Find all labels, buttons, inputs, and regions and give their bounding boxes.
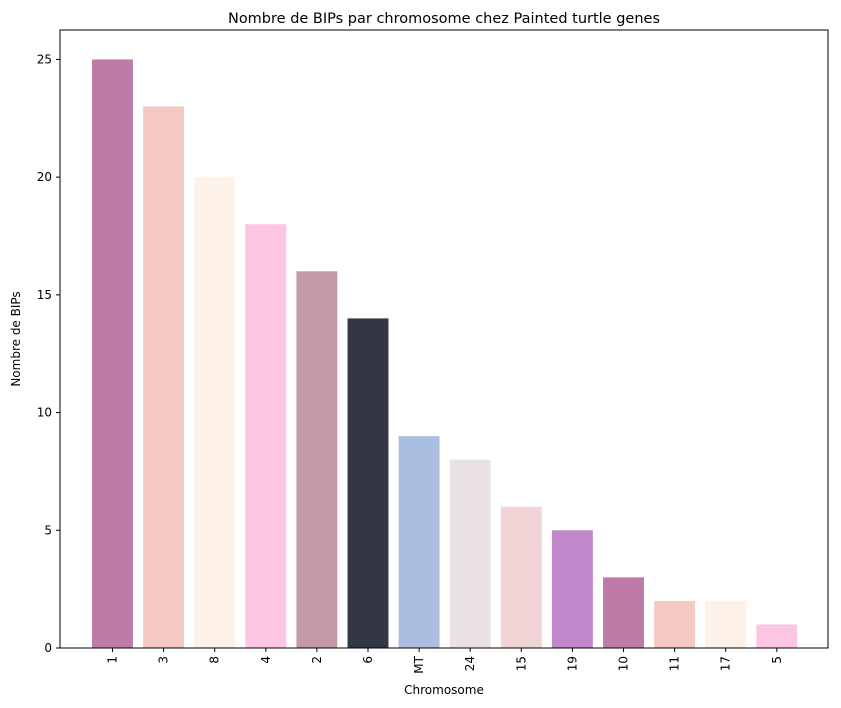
bar-chromosome-1 [92,59,133,649]
x-tick-label: MT [412,655,426,673]
y-tick-label: 25 [37,52,52,66]
bars-group [92,59,798,649]
bar-chromosome-mt [398,436,440,648]
x-tick-label: 17 [719,656,733,671]
bar-chromosome-10 [603,577,644,648]
y-axis-label: Nombre de BIPs [9,291,23,386]
x-tick-label: 15 [514,656,528,671]
y-tick-label: 5 [44,523,52,537]
x-tick-label: 8 [208,656,222,664]
x-tick-label: 3 [157,656,171,664]
x-tick-label: 5 [770,656,784,664]
x-axis-label: Chromosome [404,683,484,697]
y-tick-label: 0 [44,641,52,655]
bar-chromosome-15 [500,506,542,648]
bar-chromosome-6 [347,318,389,648]
x-tick-label: 2 [310,656,324,664]
x-tick-label: 10 [617,656,631,671]
x-tick-label: 24 [463,656,477,671]
bar-chromosome-5 [756,624,798,648]
y-tick-label: 15 [37,288,52,302]
x-axis-ticks: 1 3 8 4 2 6 MT 24 15 19 10 11 17 5 [106,648,784,674]
bar-chromosome-19 [551,530,593,648]
x-tick-label: 11 [668,656,682,671]
y-tick-label: 20 [37,170,52,184]
chart-title: Nombre de BIPs par chromosome chez Paint… [228,11,660,27]
bar-chromosome-2 [296,271,338,648]
x-tick-label: 1 [106,656,120,664]
bar-chromosome-24 [449,459,491,648]
x-tick-label: 19 [565,656,579,671]
bar-chromosome-8 [194,177,236,648]
plot-frame [59,29,829,649]
x-tick-label: 6 [361,656,375,664]
bar-chromosome-4 [245,224,287,649]
bar-chromosome-17 [705,600,747,648]
bar-chromosome-11 [654,600,696,648]
y-axis-ticks: 0 5 10 15 20 25 [37,52,60,655]
bar-chromosome-3 [143,106,185,648]
y-tick-label: 10 [37,406,52,420]
x-tick-label: 4 [259,656,273,664]
